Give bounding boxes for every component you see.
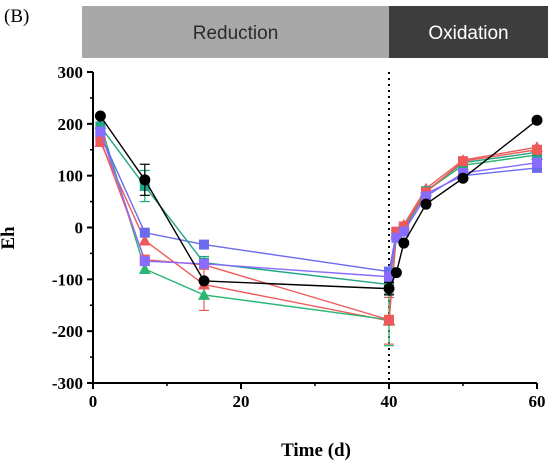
series-line bbox=[99, 131, 538, 278]
phase-bar: Reduction Oxidation bbox=[82, 6, 548, 58]
data-point bbox=[199, 258, 209, 269]
x-axis-title: Time (d) bbox=[281, 440, 351, 461]
y-tick-label: -300 bbox=[52, 374, 83, 393]
data-point bbox=[198, 288, 210, 300]
data-point bbox=[531, 114, 543, 126]
data-point bbox=[390, 267, 402, 279]
data-point bbox=[199, 239, 209, 250]
data-point bbox=[95, 126, 106, 137]
y-tick-label: 100 bbox=[58, 167, 84, 186]
phase-block-1 bbox=[389, 6, 548, 58]
data-point bbox=[398, 226, 409, 237]
data-point bbox=[458, 156, 468, 167]
axes: -300 -200 -100 0 100 200 300 0 20 40 60 bbox=[52, 63, 546, 411]
data-point bbox=[457, 172, 469, 184]
data-point bbox=[391, 226, 402, 237]
series-group bbox=[94, 110, 543, 347]
series-0 bbox=[94, 135, 543, 345]
x-tick-label: 0 bbox=[89, 392, 98, 411]
y-tick-label: 300 bbox=[58, 63, 84, 82]
data-point bbox=[398, 237, 410, 249]
series-line bbox=[99, 123, 538, 321]
phase-label-0: Reduction bbox=[193, 23, 279, 44]
data-point bbox=[95, 134, 106, 145]
x-tick-label: 60 bbox=[529, 392, 546, 411]
data-point bbox=[384, 314, 394, 325]
data-point bbox=[94, 110, 106, 122]
data-point bbox=[383, 283, 395, 295]
series-line bbox=[99, 139, 538, 321]
data-point bbox=[198, 275, 210, 287]
data-point bbox=[532, 144, 542, 155]
data-point bbox=[384, 271, 394, 282]
series-3 bbox=[95, 121, 542, 290]
y-tick-label: 200 bbox=[58, 115, 84, 134]
data-point bbox=[138, 234, 151, 246]
series-line bbox=[99, 141, 538, 322]
data-point bbox=[139, 174, 151, 186]
series-line bbox=[99, 133, 538, 273]
data-point bbox=[532, 162, 542, 173]
series-1 bbox=[94, 117, 543, 347]
data-point bbox=[138, 262, 151, 274]
series-5 bbox=[95, 126, 542, 282]
y-tick-label: 0 bbox=[75, 219, 84, 238]
phase-label-1: Oxidation bbox=[428, 23, 508, 44]
x-tick-label: 40 bbox=[381, 392, 398, 411]
data-point bbox=[384, 266, 394, 277]
series-6 bbox=[94, 110, 543, 296]
phase-block-0 bbox=[82, 6, 389, 58]
panel-label: (B) bbox=[4, 6, 29, 27]
data-point bbox=[420, 198, 432, 210]
data-point bbox=[398, 221, 409, 232]
y-tick-label: -200 bbox=[52, 322, 83, 341]
data-point bbox=[391, 232, 402, 243]
y-tick-label: -100 bbox=[52, 270, 83, 289]
data-point bbox=[421, 191, 431, 202]
data-point bbox=[139, 256, 150, 267]
series-2 bbox=[95, 129, 542, 277]
data-point bbox=[95, 121, 106, 132]
data-point bbox=[532, 157, 542, 168]
y-axis-title: Eh bbox=[0, 226, 19, 250]
x-tick-label: 20 bbox=[233, 392, 250, 411]
data-point bbox=[139, 227, 150, 238]
